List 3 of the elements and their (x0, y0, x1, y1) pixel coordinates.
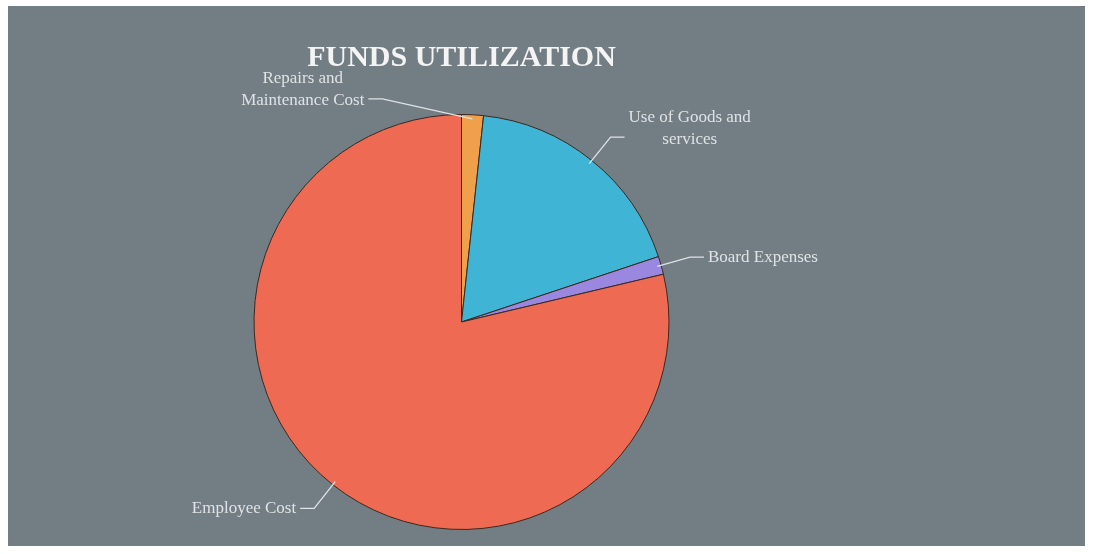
slice-label: Use of Goods and services (628, 106, 752, 148)
slice-label: Board Expenses (707, 246, 818, 266)
slice-label: Employee Cost (191, 497, 297, 517)
